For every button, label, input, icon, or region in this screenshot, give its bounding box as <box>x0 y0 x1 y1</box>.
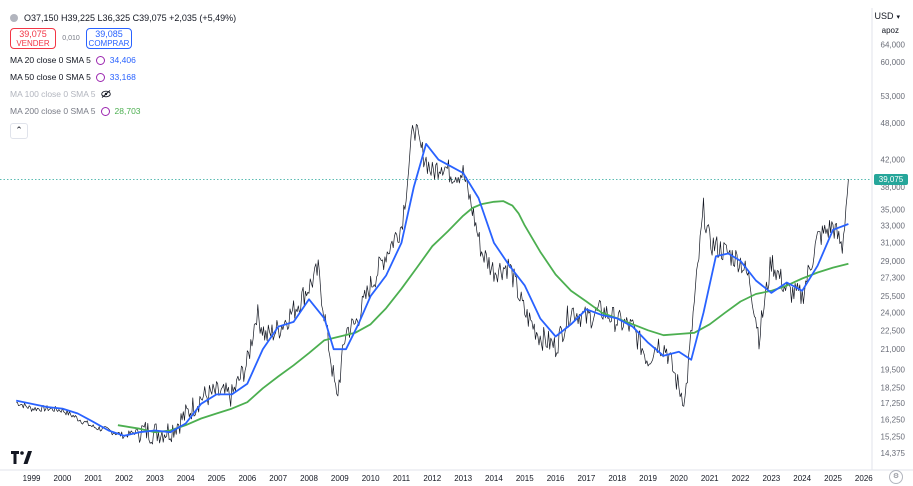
y-tick-label: 53,000 <box>881 92 906 101</box>
currency-selector[interactable]: USD ▾ <box>874 11 900 21</box>
x-tick-label: 2016 <box>547 474 565 483</box>
indicator-value: 34,406 <box>109 55 136 65</box>
y-tick-label: 14,375 <box>881 449 906 458</box>
ohlc-readout: O37,150 H39,225 L36,325 C39,075 +2,035 (… <box>10 12 236 24</box>
x-tick-label: 2011 <box>393 474 411 483</box>
y-tick-label: 31,000 <box>881 239 906 248</box>
x-tick-label: 1999 <box>23 474 41 483</box>
y-tick-label: 22,500 <box>881 326 906 335</box>
y-tick-label: 27,300 <box>881 273 906 282</box>
x-tick-label: 2004 <box>177 474 195 483</box>
price-series <box>16 124 849 445</box>
chevron-down-icon: ▾ <box>896 14 900 21</box>
y-tick-label: 29,000 <box>881 257 906 266</box>
y-tick-label: 16,250 <box>881 415 906 424</box>
y-tick-label: 21,000 <box>881 345 906 354</box>
chart-settings-icon[interactable]: ⚙ <box>889 470 903 484</box>
indicator-ma200[interactable]: MA 200 close 0 SMA 5 28,703 <box>10 105 236 117</box>
buy-button[interactable]: 39,085 COMPRAR <box>86 28 132 49</box>
indicator-value: 33,168 <box>109 72 136 82</box>
x-tick-label: 2007 <box>269 474 287 483</box>
last-price-tag: 39,075 <box>874 173 908 185</box>
y-tick-label: 18,250 <box>881 384 906 393</box>
y-tick-label: 33,000 <box>881 222 906 231</box>
x-tick-label: 2002 <box>115 474 133 483</box>
indicator-settings-icon[interactable] <box>100 106 110 116</box>
x-tick-label: 2001 <box>84 474 102 483</box>
indicator-label: MA 200 close 0 SMA 5 <box>10 106 96 116</box>
x-tick-label: 2025 <box>824 474 842 483</box>
indicator-ma50[interactable]: MA 50 close 0 SMA 5 33,168 <box>10 71 236 83</box>
x-tick-label: 2008 <box>300 474 318 483</box>
indicator-ma100[interactable]: MA 100 close 0 SMA 5 <box>10 88 236 100</box>
tradingview-logo[interactable] <box>9 448 35 468</box>
buy-price: 39,085 <box>95 29 123 39</box>
indicator-label: MA 20 close 0 SMA 5 <box>10 55 91 65</box>
buy-label: COMPRAR <box>88 39 130 48</box>
x-tick-label: 2005 <box>208 474 226 483</box>
y-tick-label: 35,000 <box>881 206 906 215</box>
x-tick-label: 2023 <box>762 474 780 483</box>
x-tick-label: 2017 <box>578 474 596 483</box>
indicator-ma20[interactable]: MA 20 close 0 SMA 5 34,406 <box>10 54 236 66</box>
y-tick-label: 64,000 <box>881 41 906 50</box>
y-tick-label: 48,000 <box>881 119 906 128</box>
x-tick-label: 2009 <box>331 474 349 483</box>
collapse-legend-button[interactable]: ⌃ <box>10 123 28 139</box>
y-tick-label: 25,500 <box>881 292 906 301</box>
x-tick-label: 2024 <box>793 474 811 483</box>
x-tick-label: 2015 <box>516 474 534 483</box>
sell-button[interactable]: 39,075 VENDER <box>10 28 56 49</box>
ohlc-values: O37,150 H39,225 L36,325 C39,075 +2,035 (… <box>24 13 237 23</box>
symbol-icon[interactable] <box>10 14 18 22</box>
indicator-value: 28,703 <box>114 106 141 116</box>
x-tick-label: 2006 <box>238 474 256 483</box>
x-tick-label: 2019 <box>639 474 657 483</box>
x-tick-label: 2026 <box>855 474 873 483</box>
ma50-line <box>16 142 849 437</box>
trade-panel: 39,075 VENDER 0,010 39,085 COMPRAR <box>10 28 236 49</box>
indicator-settings-icon[interactable] <box>95 55 105 65</box>
y-tick-label: 19,500 <box>881 365 906 374</box>
sell-label: VENDER <box>16 39 50 48</box>
scale-mode-label[interactable]: apoz <box>881 26 899 35</box>
chart-legend: O37,150 H39,225 L36,325 C39,075 +2,035 (… <box>10 12 236 139</box>
indicator-label: MA 100 close 0 SMA 5 <box>10 89 96 99</box>
x-tick-label: 2012 <box>423 474 441 483</box>
x-tick-label: 2000 <box>54 474 72 483</box>
y-tick-label: 15,250 <box>881 433 906 442</box>
indicator-label: MA 50 close 0 SMA 5 <box>10 72 91 82</box>
indicator-settings-icon[interactable] <box>95 72 105 82</box>
y-tick-label: 42,000 <box>881 156 906 165</box>
y-tick-label: 17,250 <box>881 399 906 408</box>
moving-averages <box>16 142 849 437</box>
x-tick-label: 2013 <box>454 474 472 483</box>
y-tick-label: 60,000 <box>881 58 906 67</box>
price-line <box>16 124 849 445</box>
spread-value: 0,010 <box>62 34 80 42</box>
x-tick-label: 2018 <box>608 474 626 483</box>
x-tick-label: 2020 <box>670 474 688 483</box>
eye-hidden-icon[interactable] <box>100 90 111 98</box>
x-tick-label: 2022 <box>732 474 750 483</box>
x-tick-label: 2003 <box>146 474 164 483</box>
y-tick-label: 38,000 <box>881 183 906 192</box>
x-tick-label: 2021 <box>701 474 719 483</box>
x-tick-label: 2010 <box>362 474 380 483</box>
ma200-line <box>117 200 849 434</box>
y-tick-label: 24,000 <box>881 309 906 318</box>
currency-label: USD <box>874 11 894 21</box>
x-tick-label: 2014 <box>485 474 503 483</box>
axes: 64,000 60,000 53,000 48,000 42,000 38,000 35,0… <box>0 8 913 483</box>
sell-price: 39,075 <box>19 29 47 39</box>
